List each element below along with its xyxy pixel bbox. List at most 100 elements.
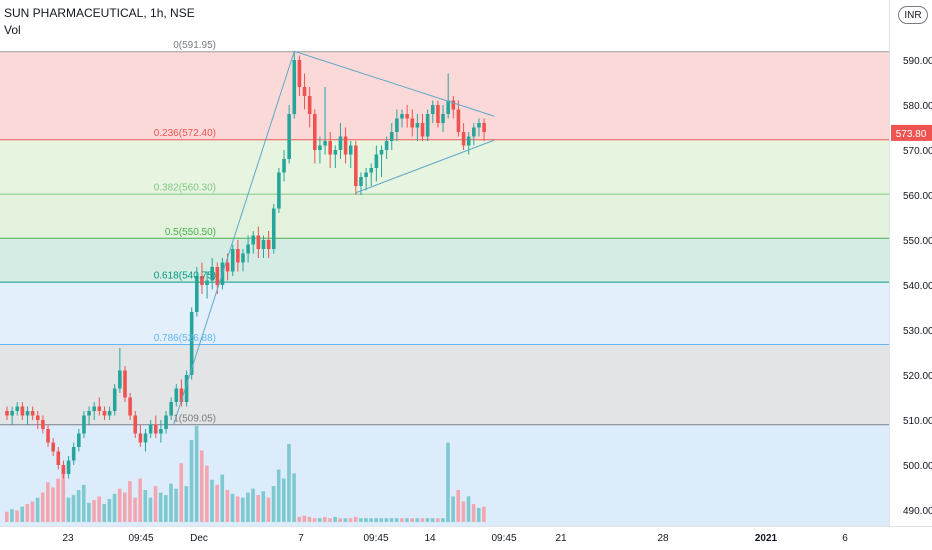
volume-bar	[174, 488, 178, 522]
candle-body	[477, 123, 481, 128]
trendlines[interactable]	[173, 50, 495, 425]
time-tick-label: 09:45	[128, 533, 153, 544]
volume-bar	[425, 518, 430, 522]
candle-body	[15, 406, 20, 411]
volume-bar	[307, 516, 312, 522]
volume-bar	[81, 484, 86, 522]
candle-body	[333, 150, 338, 155]
price-tick-label: 490.00	[903, 506, 932, 517]
candle-body	[256, 235, 261, 249]
candle-body	[456, 109, 461, 132]
candle-body	[246, 244, 250, 254]
candle-body	[179, 388, 184, 402]
fib-level-label: 0.786(526.88)	[154, 333, 216, 344]
price-tick-label: 560.00	[903, 191, 932, 202]
volume-bar	[15, 510, 19, 522]
candle-body	[425, 114, 430, 137]
volume-bar	[348, 518, 353, 522]
volume-bar	[353, 516, 358, 522]
candle-body	[51, 442, 55, 452]
candle-body	[189, 312, 194, 375]
candle-body	[230, 249, 235, 272]
trendline	[173, 51, 295, 425]
volume-bar	[40, 492, 45, 522]
volume-bar	[287, 443, 291, 522]
time-tick-label: 09:45	[491, 533, 516, 544]
candle-body	[405, 114, 409, 119]
volume-bar	[5, 511, 9, 522]
candle-body	[466, 136, 471, 146]
candle-body	[400, 114, 404, 119]
volume-bar	[276, 469, 281, 522]
symbol-title[interactable]: SUN PHARMACEUTICAL, 1h, NSE	[4, 6, 195, 20]
candle-body	[395, 118, 399, 132]
time-axis[interactable]: 23 09:45 Dec 7 09:45 14 09:45 21 28 2021 6	[62, 533, 848, 544]
candle-body	[123, 370, 127, 398]
candle-body	[271, 208, 276, 249]
volume-bar	[117, 488, 122, 522]
time-tick-label: Dec	[190, 533, 208, 544]
candle-body	[241, 253, 245, 263]
fibonacci-level-labels: 0(591.95) 0.236(572.40) 0.382(560.30) 0.5(5…	[154, 40, 216, 424]
volume-bar	[20, 506, 24, 522]
volume-bar	[240, 497, 245, 522]
currency-badge[interactable]: INR	[898, 6, 928, 24]
volume-bar	[430, 518, 435, 522]
candle-body	[410, 118, 415, 128]
candle-body	[338, 136, 343, 150]
volume-bar	[66, 497, 71, 522]
candle-body	[174, 388, 179, 402]
candle-body	[205, 280, 209, 285]
candle-body	[143, 433, 148, 443]
candle-body	[389, 132, 394, 141]
candle-body	[451, 100, 456, 110]
volume-bar	[25, 504, 30, 522]
candle-body	[102, 411, 107, 416]
candle-body	[430, 105, 435, 114]
candle-body	[374, 154, 379, 168]
volume-bar	[405, 518, 409, 522]
volume-bar	[189, 440, 194, 522]
candle-body	[133, 415, 138, 434]
fibonacci-zone-fills	[0, 51, 889, 526]
candle-body	[184, 375, 189, 402]
candle-body	[415, 123, 420, 128]
volume-bar	[205, 465, 209, 522]
volume-bar	[328, 518, 332, 522]
candle-body	[297, 60, 302, 87]
volume-bar	[92, 500, 96, 522]
candle-body	[159, 429, 163, 434]
fib-zone	[0, 193, 889, 238]
candle-body	[200, 276, 204, 285]
candle-body	[71, 447, 76, 461]
volume-bar	[230, 493, 235, 522]
volume-bar	[30, 501, 35, 522]
volume-bar	[256, 495, 260, 522]
candle-body	[195, 276, 199, 312]
volume-bar	[441, 518, 445, 522]
volume-bar	[292, 473, 296, 522]
last-price-label: 573.80	[896, 129, 927, 140]
candle-body	[379, 150, 384, 155]
fib-level-label: 0.236(572.40)	[154, 128, 216, 139]
candle-body	[41, 420, 45, 429]
candle-body	[261, 240, 266, 249]
candle-body	[138, 433, 143, 443]
time-tick-label: 09:45	[363, 533, 388, 544]
candle-body	[328, 141, 332, 155]
time-tick-label: 6	[842, 533, 848, 544]
price-axis[interactable]: 590.00 580.00 570.00 560.00 550.00 540.00 530.…	[903, 56, 932, 517]
price-tick-label: 550.00	[903, 236, 932, 247]
candle-body	[436, 105, 440, 123]
candle-body	[56, 451, 61, 465]
volume-bar	[394, 518, 399, 522]
fib-level-label: 1(509.05)	[173, 413, 216, 424]
volume-bar	[271, 486, 276, 522]
volume-bar	[364, 518, 368, 522]
fib-zone	[0, 139, 889, 194]
volume-bar	[122, 492, 127, 522]
candle-body	[77, 433, 81, 447]
volume-bar	[338, 518, 343, 522]
last-price-tag	[891, 124, 932, 141]
